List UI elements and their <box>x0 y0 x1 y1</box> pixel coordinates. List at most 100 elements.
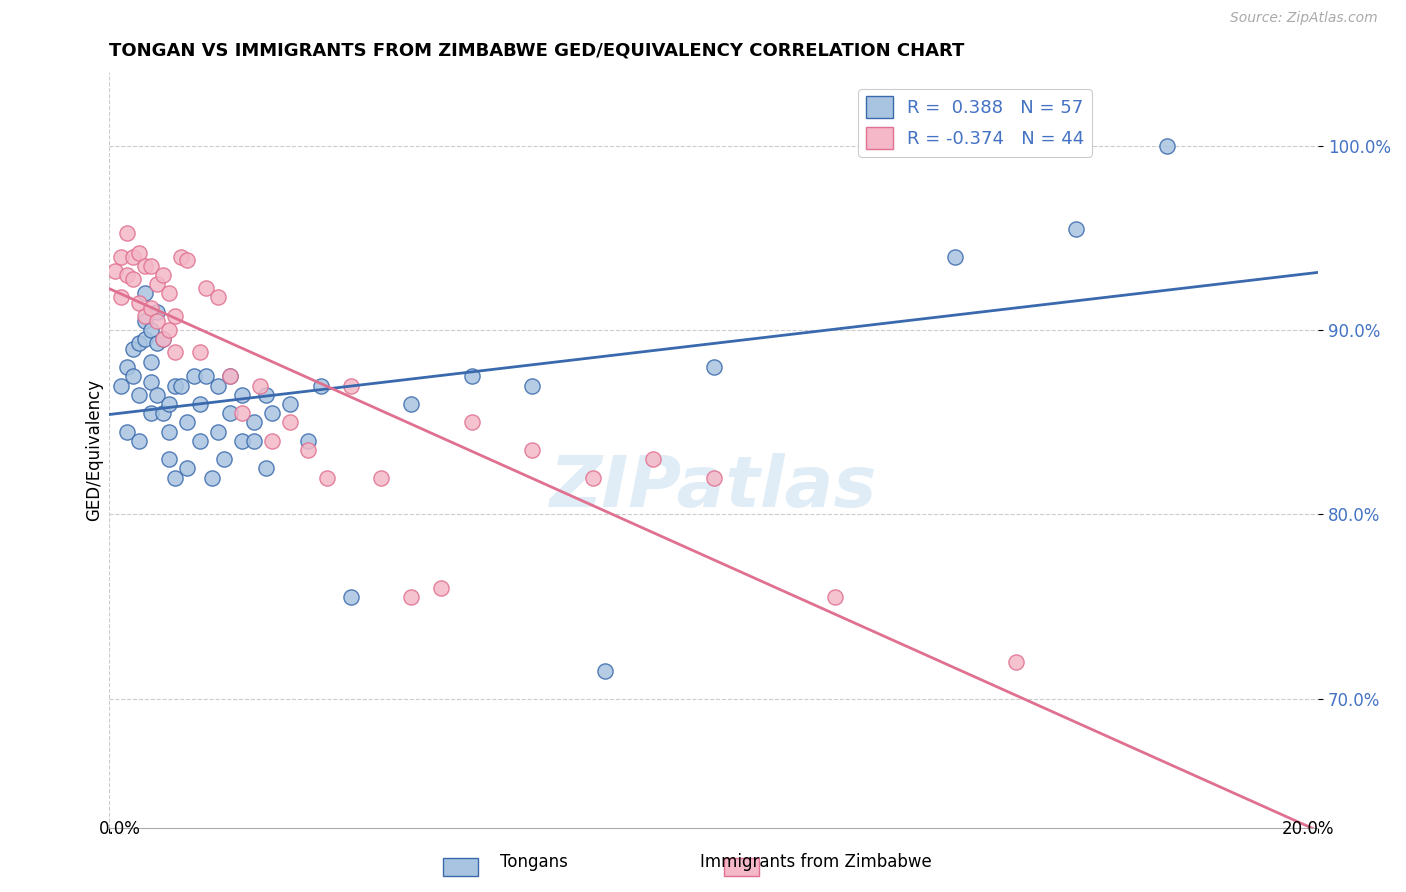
Point <box>399 397 422 411</box>
Point <box>110 250 132 264</box>
Point <box>122 271 145 285</box>
Point <box>176 415 198 429</box>
Text: 0.0%: 0.0% <box>98 820 141 838</box>
Point <box>201 470 224 484</box>
Point <box>254 388 277 402</box>
Point <box>115 268 138 282</box>
Point <box>170 250 193 264</box>
Point <box>218 369 240 384</box>
Point <box>122 369 145 384</box>
Point <box>157 425 180 439</box>
Point <box>278 397 301 411</box>
Text: Tongans: Tongans <box>501 853 568 871</box>
Point <box>134 259 156 273</box>
Point <box>128 388 150 402</box>
Point <box>370 470 392 484</box>
Point <box>115 226 138 240</box>
Point <box>134 333 156 347</box>
Point <box>128 434 150 448</box>
Point <box>146 305 169 319</box>
Point <box>231 434 253 448</box>
Point <box>141 323 163 337</box>
Point <box>146 388 169 402</box>
Point <box>460 415 482 429</box>
Point <box>141 301 163 315</box>
Point <box>249 378 271 392</box>
Point <box>703 360 725 375</box>
Text: Immigrants from Zimbabwe: Immigrants from Zimbabwe <box>700 853 931 871</box>
Point <box>152 333 174 347</box>
Point <box>146 336 169 351</box>
Point <box>1066 222 1088 236</box>
Point <box>309 378 332 392</box>
Point <box>115 360 138 375</box>
Point <box>218 369 240 384</box>
Point <box>157 286 180 301</box>
Point <box>188 345 211 359</box>
Point <box>141 406 163 420</box>
Point <box>134 314 156 328</box>
Point <box>188 397 211 411</box>
Text: TONGAN VS IMMIGRANTS FROM ZIMBABWE GED/EQUIVALENCY CORRELATION CHART: TONGAN VS IMMIGRANTS FROM ZIMBABWE GED/E… <box>108 42 965 60</box>
Text: ZIPatlas: ZIPatlas <box>550 453 877 522</box>
Point <box>218 406 240 420</box>
Point <box>194 281 217 295</box>
Point <box>520 442 543 457</box>
Point <box>207 378 229 392</box>
Point <box>212 452 235 467</box>
Point <box>141 375 163 389</box>
Point <box>115 425 138 439</box>
Point <box>1156 139 1178 153</box>
Point <box>262 434 284 448</box>
Point <box>254 461 277 475</box>
Point <box>152 333 174 347</box>
Point <box>339 378 361 392</box>
Y-axis label: GED/Equivalency: GED/Equivalency <box>86 379 103 521</box>
Point <box>157 452 180 467</box>
Point <box>152 406 174 420</box>
Point <box>146 314 169 328</box>
Text: 20.0%: 20.0% <box>1281 820 1334 838</box>
Point <box>165 470 187 484</box>
Point <box>460 369 482 384</box>
Point <box>141 354 163 368</box>
Point <box>315 470 337 484</box>
Point <box>297 434 319 448</box>
Point <box>157 397 180 411</box>
Point <box>207 290 229 304</box>
Point <box>110 290 132 304</box>
Point <box>170 378 193 392</box>
Point <box>176 461 198 475</box>
Point <box>593 664 616 678</box>
Point <box>165 378 187 392</box>
Text: Source: ZipAtlas.com: Source: ZipAtlas.com <box>1230 12 1378 25</box>
Point <box>134 286 156 301</box>
Point <box>399 591 422 605</box>
Point <box>262 406 284 420</box>
Point <box>1005 655 1028 669</box>
Point <box>122 342 145 356</box>
Point <box>122 250 145 264</box>
Point <box>141 259 163 273</box>
Point <box>643 452 665 467</box>
Point <box>430 581 453 595</box>
Point <box>243 434 266 448</box>
Point <box>128 246 150 260</box>
Point <box>110 378 132 392</box>
Point <box>134 309 156 323</box>
Point <box>520 378 543 392</box>
Point <box>157 323 180 337</box>
Point <box>165 309 187 323</box>
Point <box>176 253 198 268</box>
Point <box>188 434 211 448</box>
Point <box>152 268 174 282</box>
Point <box>297 442 319 457</box>
Point <box>231 388 253 402</box>
Point <box>207 425 229 439</box>
Legend: R =  0.388   N = 57, R = -0.374   N = 44: R = 0.388 N = 57, R = -0.374 N = 44 <box>858 89 1091 156</box>
Point <box>165 345 187 359</box>
Point <box>104 264 127 278</box>
Point <box>128 295 150 310</box>
Point <box>703 470 725 484</box>
Point <box>194 369 217 384</box>
